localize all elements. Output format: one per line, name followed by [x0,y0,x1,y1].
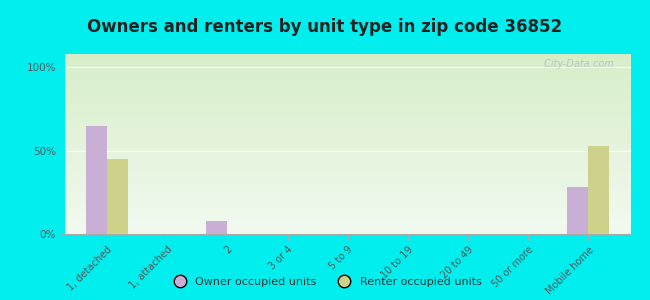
Bar [588,146,610,234]
Bar [207,221,228,234]
Text: City-Data.com: City-Data.com [541,59,614,69]
Legend: Owner occupied units, Renter occupied units: Owner occupied units, Renter occupied un… [164,273,486,291]
Bar [86,126,107,234]
Bar [107,159,128,234]
Bar [567,187,588,234]
Text: Owners and renters by unit type in zip code 36852: Owners and renters by unit type in zip c… [88,18,562,36]
